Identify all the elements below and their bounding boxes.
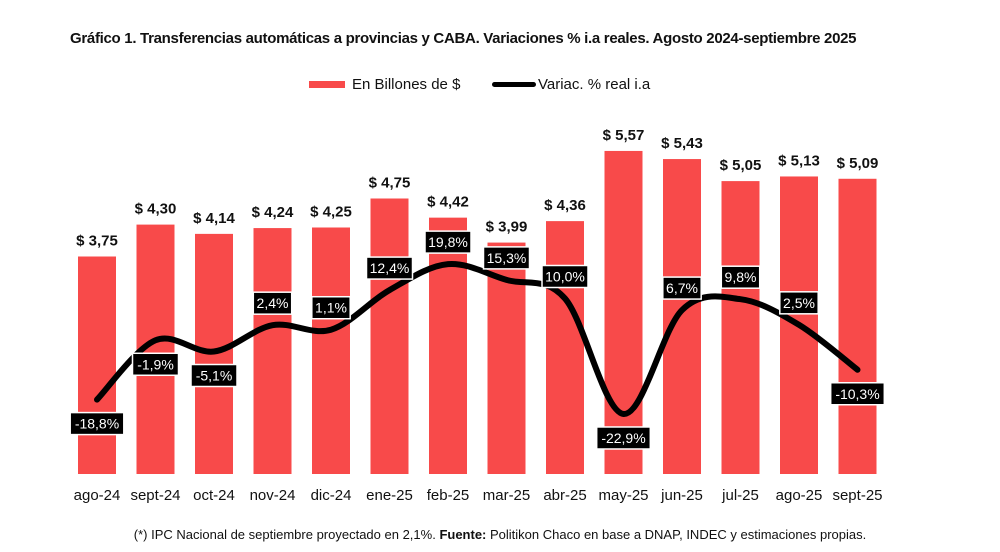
bar-ene-25 (370, 198, 409, 474)
variation-label-box (365, 256, 414, 280)
bar-may-25 (604, 150, 643, 474)
variation-label-box (720, 265, 761, 289)
x-tick-label: feb-25 (427, 487, 470, 504)
variation-labels: -18,8% -1,9% -5,1% 2,4% 1,1% 12,4% 19,8% 15,3% 1… (69, 230, 886, 450)
variation-label: -22,9% (595, 426, 652, 450)
bar-abr-25 (546, 221, 584, 474)
variation-label: -5,1% (190, 363, 238, 388)
variation-label-box (131, 352, 180, 377)
variation-label-text: 2,5% (783, 295, 815, 311)
bar-ago-24 (78, 256, 116, 474)
variation-label-text: 15,3% (487, 250, 527, 266)
bar-value-label: $ 4,42 (427, 194, 469, 211)
x-tick-label: jul-25 (721, 487, 759, 504)
x-tick-label: ene-25 (366, 487, 413, 504)
variation-label: 15,3% (482, 246, 531, 270)
bar-value-label: $ 4,75 (369, 175, 411, 192)
bar-value-label: $ 3,99 (486, 219, 528, 236)
variation-label-box (829, 382, 886, 406)
variation-label-box (482, 246, 531, 270)
variation-label-text: 1,1% (315, 300, 347, 316)
legend: En Billones de $ Variac. % real i.a (0, 76, 1000, 98)
variation-label: -1,9% (131, 352, 180, 377)
x-tick-label: oct-24 (193, 487, 235, 504)
variation-label-text: -1,9% (137, 356, 174, 372)
variation-label-text: 2,4% (257, 295, 289, 311)
x-tick-label: dic-24 (311, 487, 352, 504)
bar-value-label: $ 5,05 (720, 157, 762, 174)
variation-label-box (311, 295, 351, 320)
bar-feb-25 (429, 217, 467, 474)
variation-label-box (541, 264, 589, 289)
bar-value-label: $ 5,57 (603, 127, 645, 144)
variation-label: 2,4% (252, 291, 293, 315)
variation-label: 2,5% (779, 291, 819, 315)
legend-item-bars: En Billones de $ (309, 76, 460, 93)
x-tick-label: mar-25 (483, 487, 531, 504)
bars-layer (78, 150, 877, 474)
legend-bar-label: En Billones de $ (352, 76, 461, 93)
variation-label-text: 19,8% (428, 234, 468, 250)
bar-value-label: $ 3,75 (76, 233, 118, 250)
variation-label: -18,8% (69, 411, 125, 436)
variation-label-text: -5,1% (196, 368, 233, 384)
footnote-note: (*) IPC Nacional de septiembre proyectad… (133, 527, 440, 542)
chart-title: Gráfico 1. Transferencias automáticas a … (70, 30, 857, 47)
legend-item-line: Variac. % real i.a (492, 76, 650, 93)
variation-label-box (190, 363, 238, 388)
bar-value-label: $ 5,09 (837, 155, 879, 172)
legend-line-label: Variac. % real i.a (538, 76, 651, 93)
variation-label: 12,4% (365, 256, 414, 280)
variation-label-text: 12,4% (370, 260, 410, 276)
x-tick-label: jun-25 (660, 487, 703, 504)
variation-label: 1,1% (311, 295, 351, 320)
footnote-source-text: Politikon Chaco en base a DNAP, INDEC y … (486, 527, 867, 542)
bar-nov-24 (253, 228, 292, 474)
bar-jun-25 (663, 159, 701, 474)
x-tick-label: may-25 (598, 487, 648, 504)
variation-label-box (595, 426, 652, 450)
bar-value-labels: $ 3,75 $ 4,30 $ 4,14 $ 4,24 $ 4,25 $ 4,75 $ 4,… (76, 127, 878, 250)
bar-jul-25 (721, 181, 760, 474)
x-tick-label: abr-25 (543, 487, 586, 504)
x-tick-label: ago-25 (776, 487, 823, 504)
variation-label-box (69, 411, 125, 436)
footnote: (*) IPC Nacional de septiembre proyectad… (0, 527, 1000, 542)
variation-label-box (779, 291, 819, 315)
legend-bar-swatch (309, 81, 345, 88)
legend-line-swatch (492, 82, 536, 87)
variation-line (94, 261, 861, 417)
footnote-source-label: Fuente: (439, 527, 487, 542)
bar-dic-24 (312, 227, 350, 474)
x-tick-label: sept-24 (130, 487, 180, 504)
bar-value-label: $ 4,36 (544, 197, 586, 214)
variation-label: 6,7% (662, 276, 702, 300)
variation-label-text: 9,8% (725, 269, 757, 285)
variation-label: 10,0% (541, 264, 589, 289)
x-tick-label: sept-25 (832, 487, 882, 504)
variation-label-box (662, 276, 702, 300)
variation-label: 19,8% (424, 230, 472, 254)
variation-label: -10,3% (829, 382, 886, 406)
bar-value-label: $ 4,24 (252, 204, 294, 221)
variation-label-box (424, 230, 472, 254)
bar-sept-25 (838, 178, 877, 474)
variation-label-text: -18,8% (75, 416, 119, 432)
x-tick-label: nov-24 (250, 487, 296, 504)
bar-value-label: $ 4,30 (135, 201, 177, 218)
bar-value-label: $ 4,25 (310, 204, 352, 221)
bar-value-label: $ 4,14 (193, 210, 235, 227)
variation-label: 9,8% (720, 265, 761, 289)
x-axis-tick-labels: ago-24 sept-24 oct-24 nov-24 dic-24 ene-25 feb… (74, 487, 883, 504)
bar-value-label: $ 5,43 (661, 135, 703, 152)
variation-label-text: 6,7% (666, 280, 698, 296)
variation-label-text: -22,9% (601, 430, 645, 446)
bar-value-label: $ 5,13 (778, 152, 820, 169)
variation-label-text: -10,3% (835, 386, 879, 402)
variation-label-box (252, 291, 293, 315)
x-tick-label: ago-24 (74, 487, 121, 504)
variation-label-text: 10,0% (545, 269, 585, 285)
